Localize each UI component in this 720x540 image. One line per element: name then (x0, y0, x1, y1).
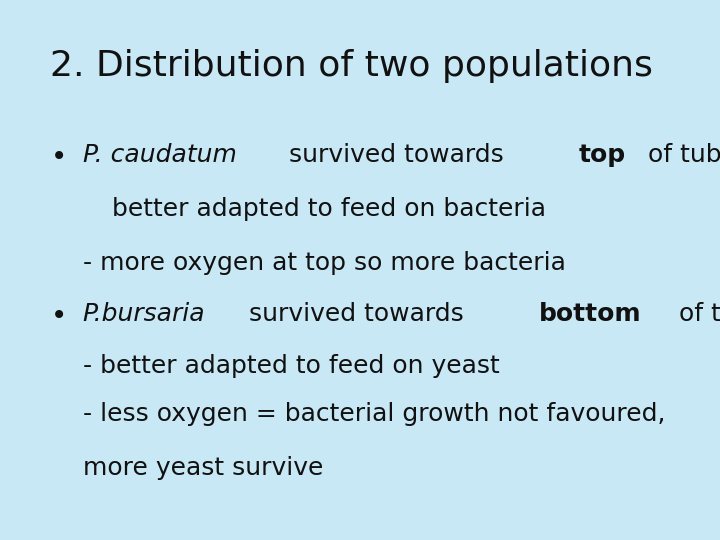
Text: survived towards: survived towards (241, 302, 472, 326)
Text: - better adapted to feed on yeast: - better adapted to feed on yeast (83, 354, 500, 377)
Text: 2. Distribution of two populations: 2. Distribution of two populations (50, 49, 653, 83)
Text: top: top (579, 143, 626, 167)
Text: of tube: of tube (671, 302, 720, 326)
Text: bottom: bottom (539, 302, 642, 326)
Text: P.bursaria: P.bursaria (83, 302, 205, 326)
Text: - more oxygen at top so more bacteria: - more oxygen at top so more bacteria (83, 251, 566, 275)
Text: - less oxygen = bacterial growth not favoured,: - less oxygen = bacterial growth not fav… (83, 402, 665, 426)
Text: P. caudatum: P. caudatum (83, 143, 237, 167)
Text: •: • (50, 302, 67, 330)
Text: better adapted to feed on bacteria: better adapted to feed on bacteria (112, 197, 546, 221)
Text: more yeast survive: more yeast survive (83, 456, 323, 480)
Text: of tube -: of tube - (640, 143, 720, 167)
Text: •: • (50, 143, 67, 171)
Text: survived towards: survived towards (282, 143, 512, 167)
